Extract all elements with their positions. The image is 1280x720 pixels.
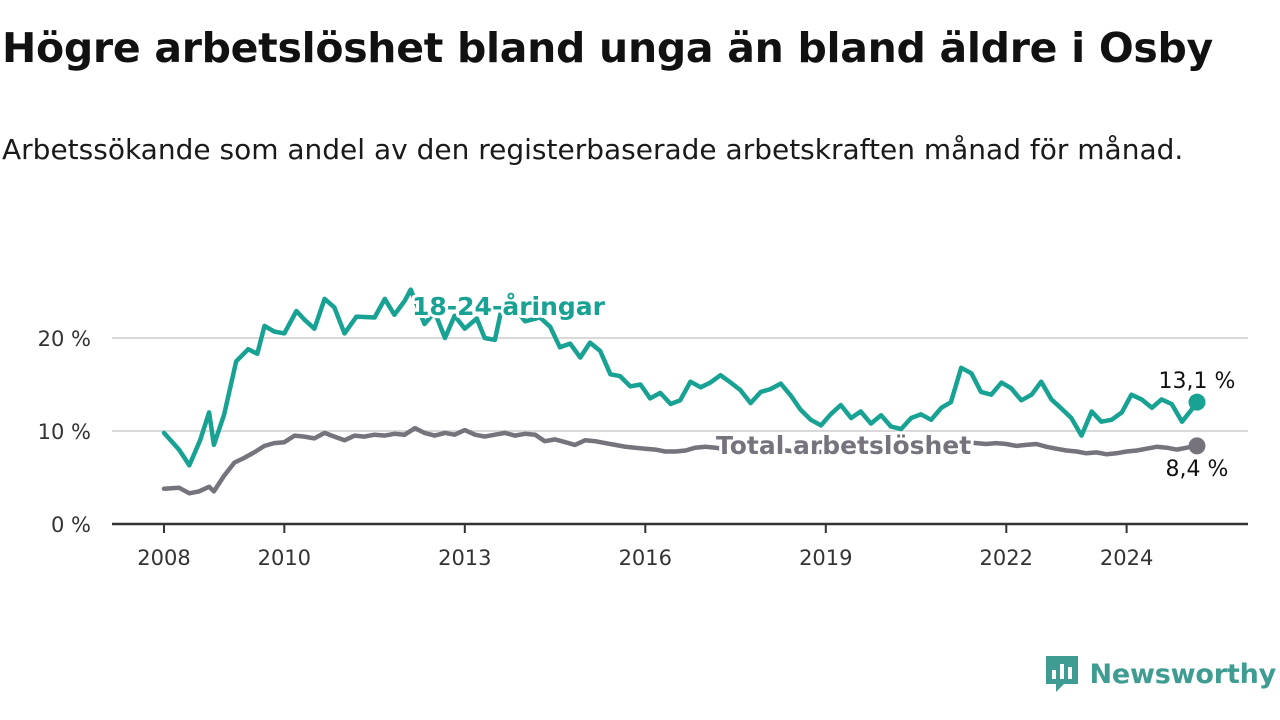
end-point-young (1188, 393, 1206, 411)
brand-name: Newsworthy (1089, 658, 1277, 690)
x-tick-label: 2022 (980, 546, 1033, 570)
x-axis-ticks: 2008 2010 2013 2016 2019 2022 2024 (112, 522, 1248, 570)
series-line-total (161, 425, 1200, 496)
newsworthy-logo-icon (1045, 656, 1078, 692)
x-tick-label: 2016 (619, 546, 672, 570)
series-label-total: Total arbetslöshet (716, 431, 971, 460)
x-tick-label: 2013 (438, 546, 491, 570)
series-lines (161, 287, 1206, 496)
series-line-young (161, 287, 1200, 468)
chart-title: Högre arbetslöshet bland unga än bland ä… (2, 24, 1213, 72)
end-label-young: 13,1 % (1159, 369, 1236, 394)
end-point-total (1188, 437, 1206, 455)
series-labels: 18-24-åringar Total arbetslöshet 13,1 % 8,4… (409, 289, 1238, 484)
x-tick-label: 2008 (137, 546, 190, 570)
grid-lines (112, 337, 1248, 432)
x-tick-label: 2010 (258, 546, 311, 570)
y-axis-ticks: 0 % 10 % 20 % (38, 327, 91, 537)
y-tick-label: 10 % (38, 420, 91, 444)
y-tick-label: 0 % (51, 513, 91, 537)
end-label-total: 8,4 % (1166, 457, 1229, 482)
x-tick-label: 2024 (1100, 546, 1153, 570)
series-label-young: 18-24-åringar (412, 292, 606, 321)
chart-subtitle: Arbetssökande som andel av den registerb… (2, 133, 1184, 166)
brand-logo: Newsworthy (1044, 654, 1276, 694)
y-tick-label: 20 % (38, 327, 91, 351)
x-tick-label: 2019 (799, 546, 852, 570)
